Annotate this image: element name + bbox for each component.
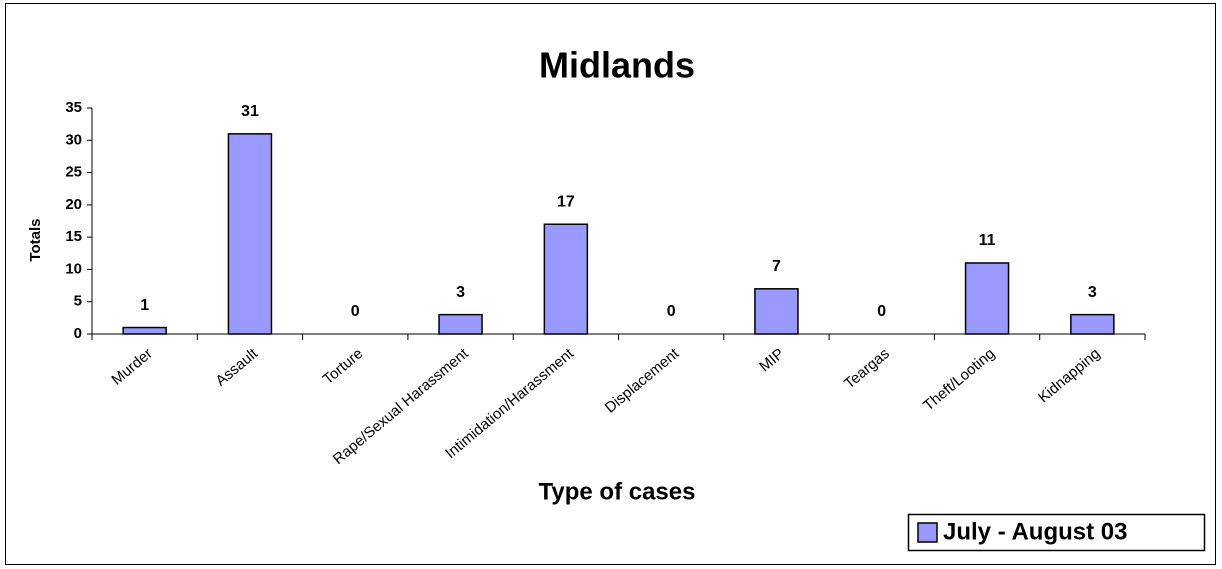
legend-box [907, 513, 1206, 552]
y-tick-label: 0 [74, 325, 82, 342]
y-tick-label: 5 [74, 293, 82, 310]
y-tick-label: 10 [65, 260, 82, 277]
y-tick-label: 35 [65, 99, 82, 116]
y-axis-label: Totals [27, 218, 44, 261]
y-tick-label: 20 [65, 196, 82, 213]
data-label: 3 [456, 284, 465, 301]
data-label: 0 [877, 303, 886, 320]
data-label: 3 [1088, 284, 1097, 301]
chart-title: Midlands [539, 45, 695, 86]
legend-label: July - August 03 [943, 518, 1127, 545]
y-tick-label: 30 [65, 131, 82, 148]
bar [227, 133, 273, 335]
data-label: 7 [772, 258, 781, 275]
data-label: 31 [241, 103, 259, 120]
bar [754, 288, 799, 335]
y-tick-label: 15 [65, 228, 82, 245]
bar [122, 326, 167, 335]
chart-border [5, 3, 1216, 565]
data-label: 0 [667, 303, 676, 320]
data-label: 11 [979, 232, 996, 249]
legend-swatch [917, 522, 938, 543]
data-label: 17 [557, 193, 575, 210]
bar [543, 223, 589, 335]
bar [964, 262, 1010, 335]
data-label: 1 [140, 297, 149, 314]
x-axis-label: Type of cases [539, 478, 696, 505]
bar [438, 313, 483, 335]
data-label: 0 [351, 303, 360, 320]
bar [1070, 313, 1115, 335]
y-tick-label: 25 [65, 164, 82, 181]
